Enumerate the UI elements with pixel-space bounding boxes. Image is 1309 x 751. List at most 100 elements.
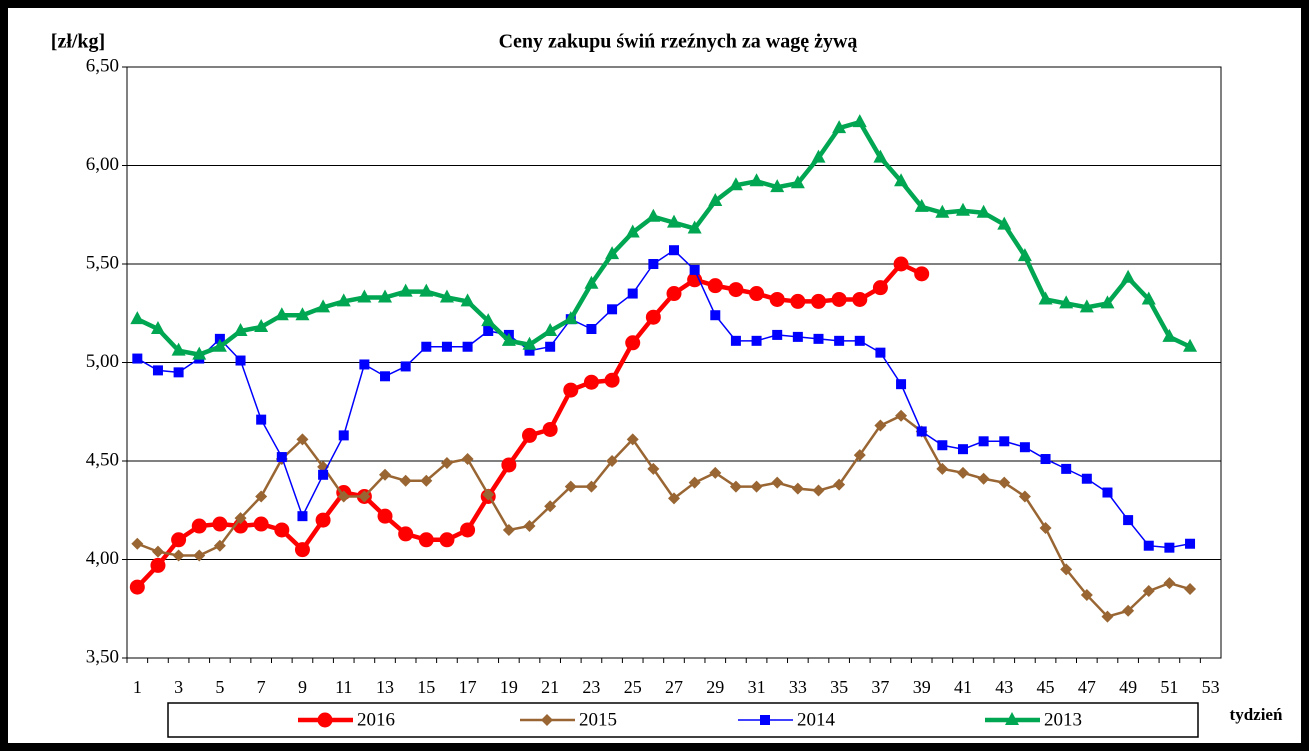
- marker: [296, 433, 309, 446]
- marker: [1017, 248, 1032, 262]
- marker: [171, 532, 187, 548]
- marker: [545, 341, 556, 352]
- x-tick-label: 39: [913, 677, 931, 697]
- marker: [760, 715, 770, 725]
- marker: [955, 202, 970, 216]
- marker: [274, 307, 289, 321]
- marker: [875, 347, 886, 358]
- marker: [398, 283, 413, 297]
- x-tick-label: 19: [500, 677, 518, 697]
- legend-label: 2014: [797, 709, 836, 730]
- marker: [297, 511, 308, 522]
- marker: [563, 382, 579, 398]
- marker: [1163, 577, 1176, 590]
- series-line: [136, 119, 1192, 357]
- marker: [751, 335, 762, 346]
- marker: [647, 462, 660, 475]
- marker: [769, 291, 785, 307]
- marker: [790, 175, 805, 189]
- marker: [212, 516, 228, 532]
- marker: [688, 476, 701, 489]
- marker: [1060, 563, 1073, 576]
- marker: [1164, 542, 1175, 553]
- series-line: [136, 249, 1191, 549]
- y-tick-label: 4,00: [86, 548, 119, 569]
- marker: [131, 537, 144, 550]
- marker: [626, 433, 639, 446]
- marker: [957, 444, 968, 455]
- x-tick-label: 29: [706, 677, 724, 697]
- marker: [873, 149, 888, 163]
- marker: [894, 173, 909, 187]
- marker: [1079, 299, 1094, 313]
- marker: [421, 341, 432, 352]
- marker: [483, 325, 494, 336]
- marker: [1059, 295, 1074, 309]
- marker: [171, 342, 186, 356]
- marker: [191, 518, 207, 534]
- marker: [255, 490, 268, 503]
- marker: [810, 293, 826, 309]
- x-tick-label: 51: [1160, 677, 1178, 697]
- marker: [502, 523, 515, 536]
- x-tick-label: 1: [133, 677, 142, 697]
- marker: [834, 335, 845, 346]
- marker: [1185, 538, 1196, 549]
- marker: [749, 286, 765, 302]
- marker: [399, 474, 412, 487]
- marker: [1081, 473, 1092, 484]
- marker: [522, 427, 538, 443]
- marker: [377, 508, 393, 524]
- marker: [583, 374, 599, 390]
- marker: [357, 289, 372, 303]
- x-tick-label: 47: [1078, 677, 1096, 697]
- marker: [338, 430, 349, 441]
- marker: [606, 455, 619, 467]
- marker: [997, 216, 1012, 230]
- marker: [729, 480, 742, 493]
- marker: [564, 480, 577, 493]
- marker: [811, 149, 826, 163]
- y-tick-label: 6,00: [86, 154, 119, 175]
- marker: [522, 336, 537, 350]
- marker: [541, 714, 553, 726]
- marker: [584, 275, 599, 289]
- marker: [791, 482, 804, 495]
- marker: [1122, 604, 1135, 617]
- marker: [956, 466, 969, 479]
- marker: [501, 457, 517, 473]
- marker: [831, 291, 847, 307]
- marker: [152, 365, 163, 376]
- marker: [976, 204, 991, 218]
- marker: [234, 512, 247, 525]
- marker: [544, 500, 557, 513]
- marker: [749, 173, 764, 187]
- marker: [874, 419, 887, 432]
- marker: [708, 192, 723, 206]
- x-axis-label: tydzień: [1230, 705, 1283, 724]
- marker: [977, 472, 990, 485]
- legend-label: 2015: [579, 709, 617, 730]
- y-tick-label: 4,50: [86, 449, 119, 470]
- marker: [935, 204, 950, 218]
- y-tick-label: 5,00: [86, 351, 119, 372]
- x-tick-label: 33: [789, 677, 807, 697]
- marker: [461, 453, 474, 466]
- marker: [1038, 291, 1053, 305]
- series-line: [136, 414, 1191, 619]
- marker: [914, 198, 929, 212]
- marker: [1018, 490, 1031, 503]
- x-tick-label: 31: [748, 677, 766, 697]
- marker: [625, 224, 640, 238]
- marker: [998, 476, 1011, 489]
- marker: [420, 474, 433, 487]
- marker: [750, 480, 763, 493]
- marker: [318, 469, 329, 480]
- marker: [710, 310, 721, 321]
- marker: [999, 436, 1010, 447]
- marker: [604, 372, 620, 388]
- marker: [150, 321, 165, 335]
- marker: [523, 520, 536, 533]
